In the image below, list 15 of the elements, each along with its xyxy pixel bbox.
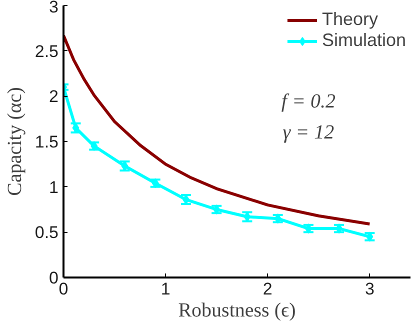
y-tick-label: 2.5 (34, 42, 59, 61)
y-tick-label: 3 (49, 0, 59, 16)
annotation: f = 0.2 (281, 90, 336, 112)
y-tick-label: 0.5 (34, 223, 59, 242)
x-tick-label: 1 (160, 280, 170, 298)
x-tick-label: 3 (364, 280, 374, 298)
x-axis-title: Robustness (ϵ) (178, 300, 296, 322)
y-axis-title: Capacity (αc) (4, 87, 26, 196)
legend-label: Simulation (322, 30, 406, 51)
y-tick-label: 1.5 (34, 132, 59, 152)
legend-label: Theory (322, 9, 378, 30)
x-tick-label: 2 (262, 280, 272, 298)
y-tick-label: 1 (49, 178, 59, 197)
y-tick-label: 2 (49, 87, 59, 106)
annotation: γ = 12 (282, 121, 334, 144)
